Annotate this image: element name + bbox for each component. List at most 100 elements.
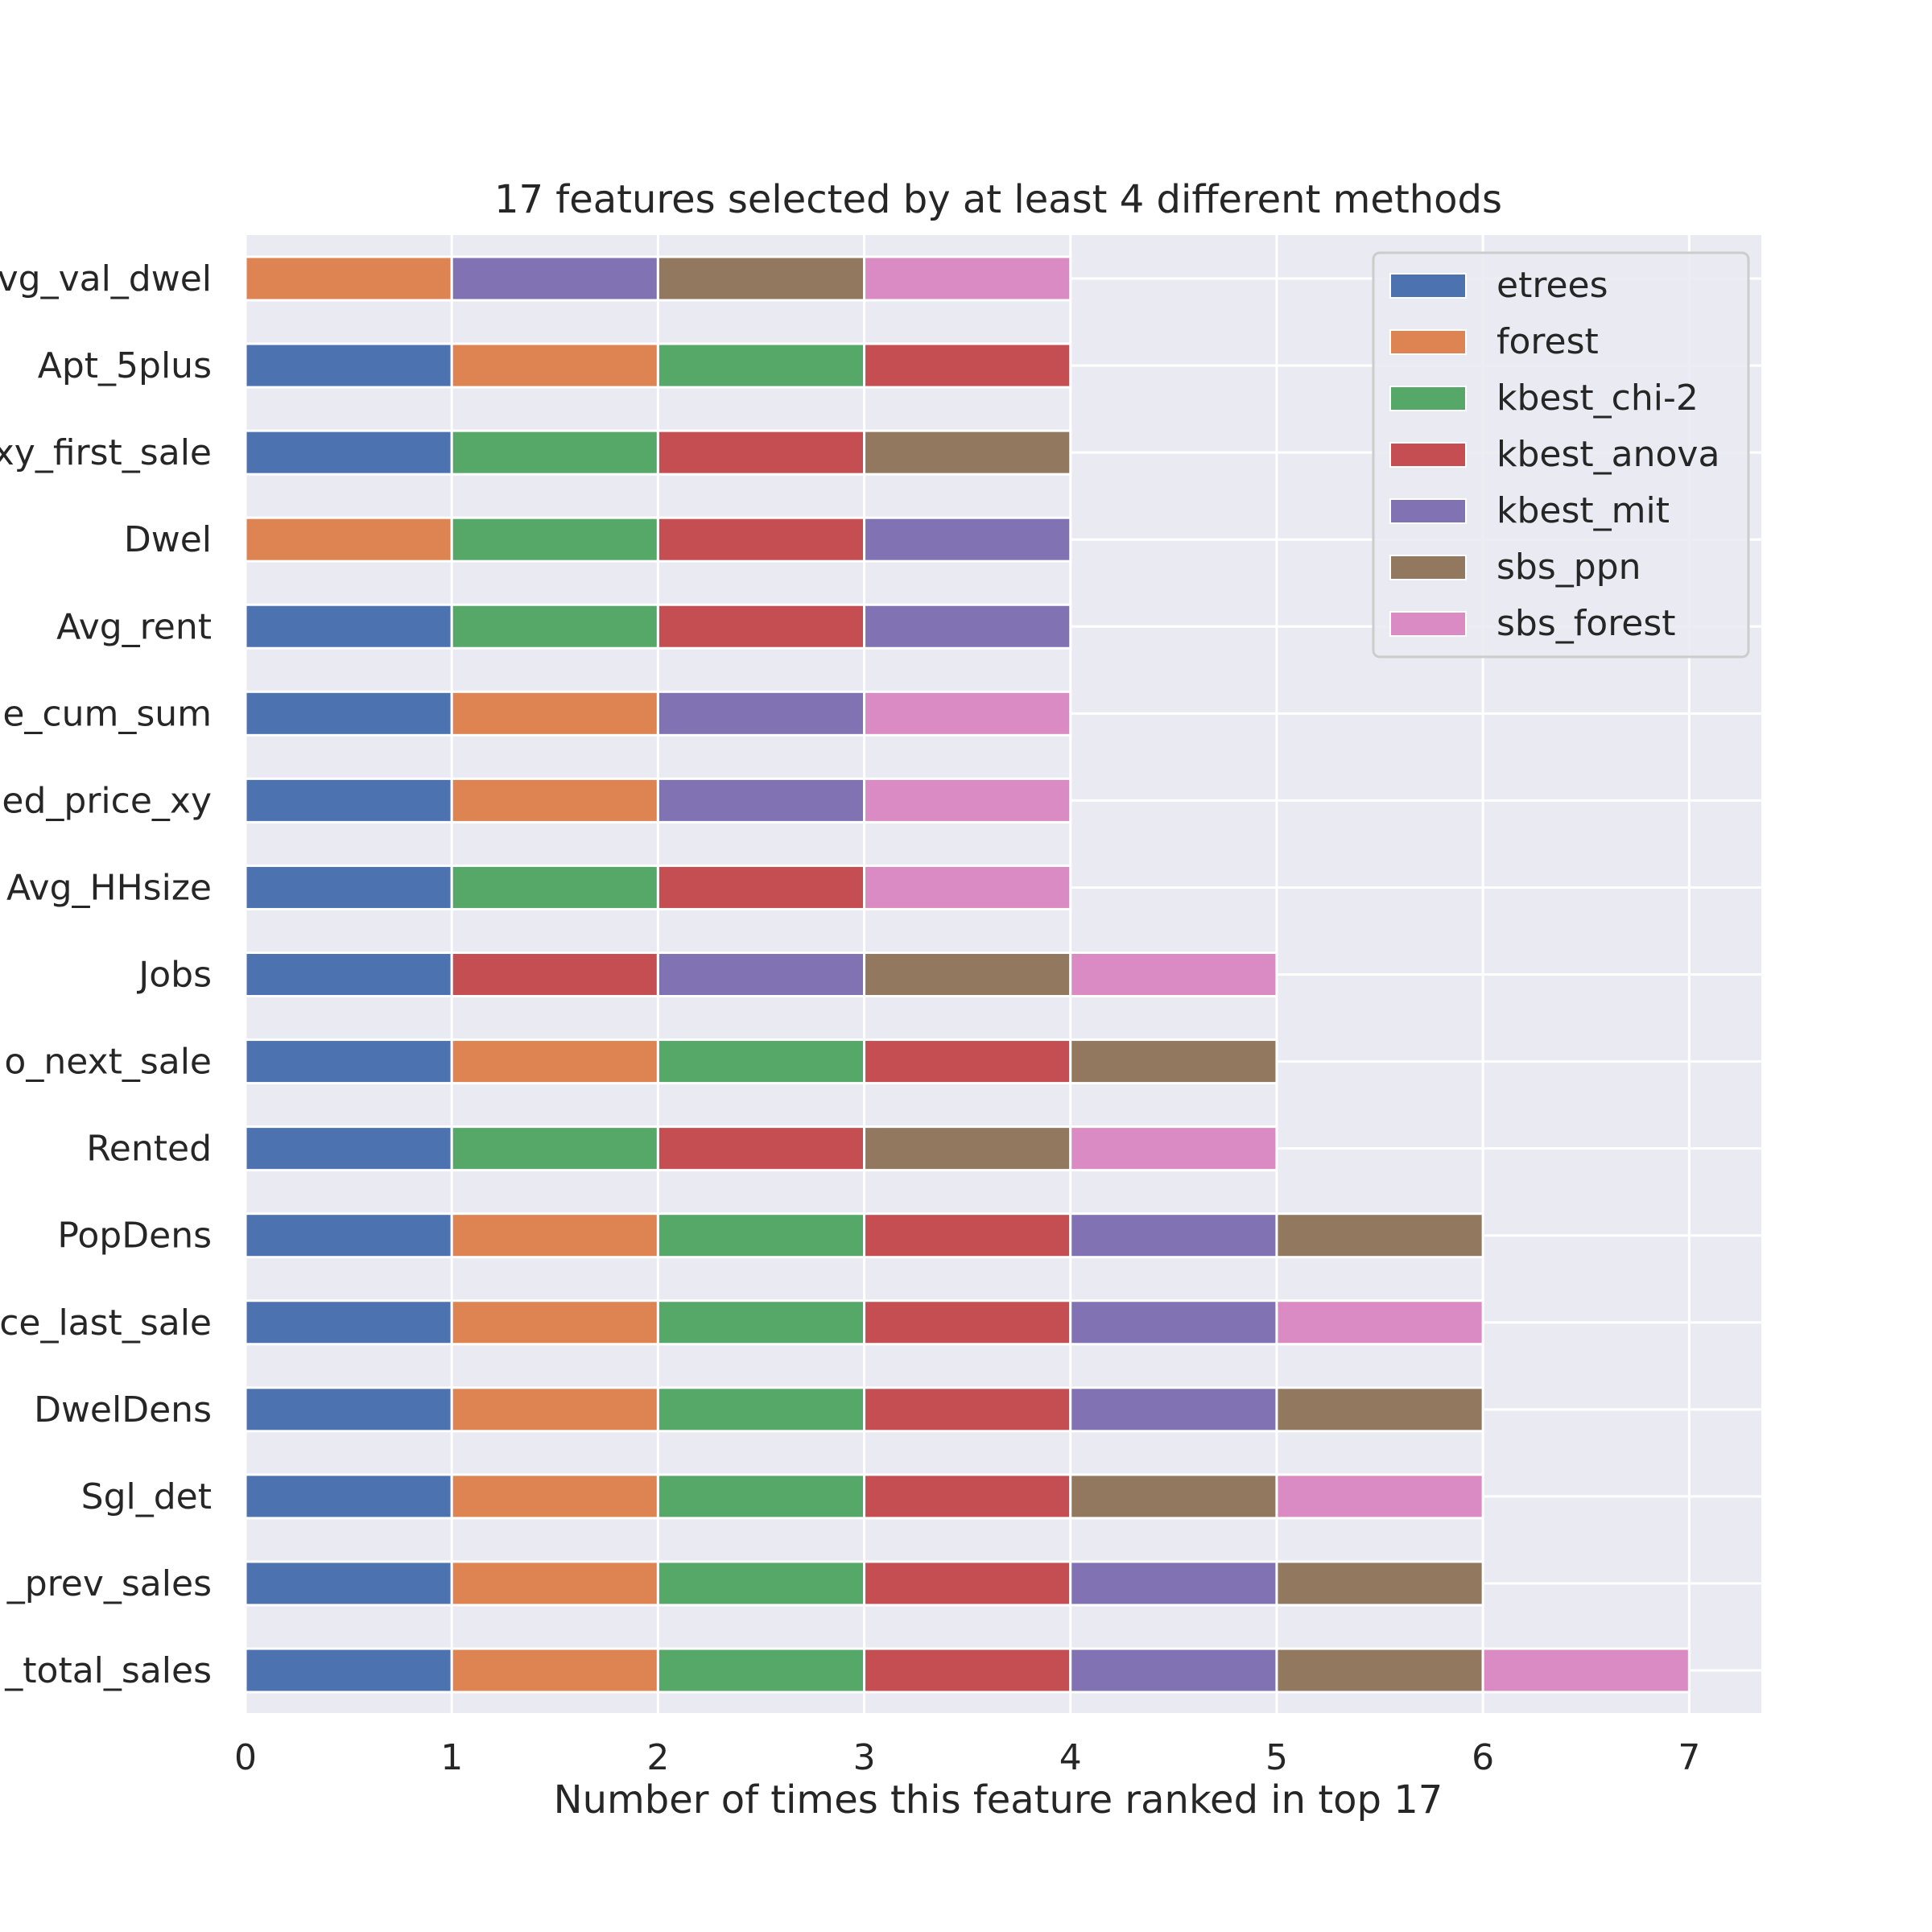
bar-segment-sbs_forest bbox=[863, 864, 1072, 910]
bar-segment-forest bbox=[450, 1212, 659, 1259]
y-tick-label: Sgl_det bbox=[81, 1476, 212, 1517]
y-tick-label: Rented bbox=[86, 1129, 212, 1170]
bar-segment-kbest_mit bbox=[1069, 1647, 1278, 1694]
bar-segment-kbest_chi-2 bbox=[656, 1212, 866, 1259]
bar-segment-etrees bbox=[244, 951, 453, 998]
bar-segment-sbs_ppn bbox=[1275, 1647, 1484, 1694]
bar-segment-etrees bbox=[244, 1038, 453, 1085]
bar-segment-etrees bbox=[244, 1125, 453, 1172]
bar-segment-forest bbox=[244, 516, 453, 563]
bar-segment-kbest_anova bbox=[863, 1647, 1072, 1694]
bar-segment-etrees bbox=[244, 342, 453, 389]
bar-segment-sbs_forest bbox=[863, 777, 1072, 824]
bar-segment-kbest_mit bbox=[1069, 1386, 1278, 1433]
bar-segment-kbest_mit bbox=[450, 255, 659, 302]
bar-segment-etrees bbox=[244, 1299, 453, 1346]
y-tick-label: e_cum_sum bbox=[2, 693, 212, 734]
bar-segment-forest bbox=[450, 690, 659, 737]
bar-segment-kbest_chi-2 bbox=[656, 1386, 866, 1433]
bar-segment-kbest_chi-2 bbox=[656, 342, 866, 389]
bar-segment-kbest_anova bbox=[656, 603, 866, 650]
bar-segment-sbs_ppn bbox=[863, 1125, 1072, 1172]
bar-segment-kbest_mit bbox=[863, 603, 1072, 650]
bar-segment-sbs_ppn bbox=[656, 255, 866, 302]
bar-segment-forest bbox=[450, 1299, 659, 1346]
bar-segment-etrees bbox=[244, 429, 453, 476]
bar-segment-kbest_anova bbox=[863, 1560, 1072, 1607]
bar-segment-sbs_forest bbox=[1069, 951, 1278, 998]
bar-segment-etrees bbox=[244, 1473, 453, 1520]
bar-segment-etrees bbox=[244, 690, 453, 737]
bar-segment-sbs_forest bbox=[863, 690, 1072, 737]
legend-label-sbs_forest: sbs_forest bbox=[1496, 603, 1676, 644]
x-tick-label: 4 bbox=[1059, 1737, 1082, 1778]
bar-segment-kbest_anova bbox=[863, 342, 1072, 389]
legend-swatch-forest bbox=[1389, 329, 1467, 355]
y-tick-label: ce_last_sale bbox=[0, 1302, 212, 1344]
bar-segment-forest bbox=[450, 1386, 659, 1433]
bar-segment-etrees bbox=[244, 777, 453, 824]
legend-label-kbest_mit: kbest_mit bbox=[1496, 490, 1670, 531]
bar-segment-kbest_chi-2 bbox=[656, 1038, 866, 1085]
y-tick-label: DwelDens bbox=[34, 1389, 212, 1430]
bar-segment-etrees bbox=[244, 1212, 453, 1259]
x-tick-label: 1 bbox=[440, 1737, 463, 1778]
y-tick-label: vg_val_dwel bbox=[0, 258, 212, 299]
bar-segment-sbs_ppn bbox=[1275, 1560, 1484, 1607]
y-tick-label: Avg_HHsize bbox=[6, 867, 212, 908]
bar-segment-kbest_mit bbox=[1069, 1560, 1278, 1607]
bar-segment-sbs_ppn bbox=[863, 429, 1072, 476]
bar-segment-kbest_mit bbox=[1069, 1212, 1278, 1259]
bar-segment-kbest_chi-2 bbox=[656, 1299, 866, 1346]
x-tick-label: 5 bbox=[1265, 1737, 1288, 1778]
x-tick-label: 6 bbox=[1472, 1737, 1494, 1778]
x-axis-label: Number of times this feature ranked in t… bbox=[554, 1777, 1443, 1823]
legend-swatch-etrees bbox=[1389, 273, 1467, 299]
bar-segment-kbest_chi-2 bbox=[450, 1125, 659, 1172]
legend: etrees forest kbest_chi-2 kbest_anova kbest_… bbox=[1372, 251, 1750, 658]
bar-segment-kbest_mit bbox=[656, 777, 866, 824]
bar-segment-sbs_ppn bbox=[1275, 1212, 1484, 1259]
bar-segment-etrees bbox=[244, 603, 453, 650]
bar-segment-kbest_anova bbox=[863, 1386, 1072, 1433]
bar-segment-kbest_chi-2 bbox=[656, 1473, 866, 1520]
legend-label-etrees: etrees bbox=[1496, 265, 1608, 306]
bar-segment-forest bbox=[450, 1473, 659, 1520]
bar-segment-kbest_mit bbox=[656, 951, 866, 998]
y-tick-label: PopDens bbox=[57, 1216, 212, 1257]
bar-segment-kbest_chi-2 bbox=[450, 429, 659, 476]
legend-label-forest: forest bbox=[1496, 321, 1599, 362]
chart-title: 17 features selected by at least 4 diffe… bbox=[494, 177, 1502, 222]
y-tick-label: xy_first_sale bbox=[0, 432, 212, 473]
bar-segment-forest bbox=[450, 1647, 659, 1694]
bar-segment-kbest_anova bbox=[656, 429, 866, 476]
x-tick-labels: 0 1 2 3 4 5 6 7 bbox=[234, 1737, 1700, 1778]
bars bbox=[244, 255, 1690, 1694]
bar-segment-kbest_mit bbox=[1069, 1299, 1278, 1346]
legend-swatch-sbs_ppn bbox=[1389, 555, 1467, 580]
bar-segment-sbs_forest bbox=[1275, 1299, 1484, 1346]
legend-swatch-kbest_mit bbox=[1389, 498, 1467, 524]
bar-segment-forest bbox=[450, 1038, 659, 1085]
y-tick-label: Dwel bbox=[124, 519, 212, 560]
bar-segment-kbest_anova bbox=[863, 1473, 1072, 1520]
bar-segment-kbest_chi-2 bbox=[656, 1647, 866, 1694]
y-tick-label: Jobs bbox=[136, 955, 212, 996]
bar-segment-kbest_anova bbox=[863, 1038, 1072, 1085]
bar-segment-forest bbox=[244, 255, 453, 302]
bar-segment-forest bbox=[450, 777, 659, 824]
bar-segment-etrees bbox=[244, 864, 453, 910]
legend-label-sbs_ppn: sbs_ppn bbox=[1496, 547, 1641, 588]
bar-segment-kbest_anova bbox=[863, 1299, 1072, 1346]
legend-label-kbest_chi-2: kbest_chi-2 bbox=[1496, 378, 1699, 419]
x-tick-label: 3 bbox=[853, 1737, 876, 1778]
bar-segment-sbs_forest bbox=[1481, 1647, 1690, 1694]
y-tick-label: Avg_rent bbox=[56, 606, 212, 647]
y-tick-label: Apt_5plus bbox=[38, 345, 212, 386]
bar-segment-forest bbox=[450, 342, 659, 389]
bar-segment-etrees bbox=[244, 1386, 453, 1433]
legend-swatch-kbest_anova bbox=[1389, 442, 1467, 468]
bar-segment-kbest_anova bbox=[863, 1212, 1072, 1259]
bar-segment-kbest_chi-2 bbox=[450, 603, 659, 650]
x-tick-label: 7 bbox=[1678, 1737, 1700, 1778]
